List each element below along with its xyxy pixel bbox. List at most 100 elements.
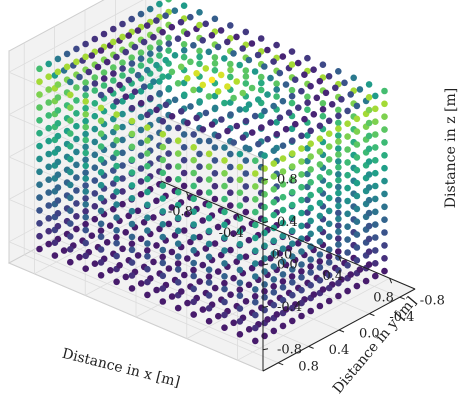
data-point [54, 94, 62, 101]
data-point [54, 132, 62, 140]
data-point [289, 227, 296, 235]
data-point [113, 53, 120, 61]
data-point [245, 281, 253, 289]
data-point [227, 246, 234, 254]
data-point [211, 92, 219, 100]
data-point [344, 223, 351, 230]
data-point [335, 292, 342, 300]
data-point [187, 103, 194, 110]
data-point [304, 209, 311, 216]
data-point [119, 175, 126, 182]
data-point [174, 201, 182, 209]
data-point [159, 221, 167, 228]
data-point [196, 9, 203, 16]
data-point [119, 149, 126, 157]
data-point [45, 227, 52, 235]
data-point [82, 265, 89, 273]
data-point [110, 205, 117, 213]
data-point [261, 242, 268, 250]
data-point [36, 168, 43, 176]
data-point [242, 105, 250, 113]
data-point [67, 181, 74, 189]
data-point [301, 115, 308, 123]
data-point [67, 246, 74, 253]
data-point [372, 195, 379, 203]
data-point [205, 214, 213, 222]
data-point [137, 165, 145, 172]
data-point [353, 128, 361, 135]
data-point [122, 48, 129, 56]
data-point [165, 265, 173, 272]
data-point [205, 163, 213, 170]
data-point [298, 274, 305, 281]
data-point [221, 221, 228, 229]
data-point [150, 258, 157, 266]
data-point [245, 326, 253, 333]
data-point [298, 268, 305, 275]
data-point [381, 139, 388, 146]
data-point [325, 207, 333, 215]
data-point [230, 139, 237, 146]
data-point [227, 291, 234, 299]
data-point [45, 176, 52, 183]
data-point [325, 73, 333, 80]
grid-line [8, 114, 264, 223]
data-point [36, 104, 43, 111]
x-axis-title: Distance in x [m] [60, 346, 181, 391]
data-point [91, 80, 99, 87]
data-point [45, 99, 52, 106]
data-point [322, 89, 330, 97]
data-point [205, 227, 213, 235]
data-point [205, 240, 213, 248]
data-point [116, 81, 123, 89]
data-point [196, 98, 203, 105]
data-point [144, 291, 151, 299]
data-point [36, 129, 43, 137]
data-point [325, 233, 333, 240]
data-point [180, 47, 188, 54]
data-point [97, 47, 105, 54]
data-point [153, 197, 160, 205]
data-point [82, 111, 89, 118]
data-point [67, 155, 74, 163]
data-point [261, 152, 268, 159]
data-point [97, 181, 105, 189]
data-point [236, 286, 244, 294]
data-point [110, 25, 117, 33]
data-point [270, 58, 277, 65]
data-point [227, 163, 234, 171]
data-point [82, 156, 89, 164]
data-point [242, 208, 250, 216]
data-point [144, 278, 151, 286]
data-point [273, 130, 281, 138]
data-point [82, 143, 89, 151]
data-point [227, 22, 234, 29]
data-point [205, 137, 213, 145]
data-point [307, 256, 315, 263]
data-point [319, 286, 327, 293]
data-point [307, 166, 315, 173]
data-point [156, 90, 163, 97]
data-point [298, 87, 305, 95]
data-point [316, 122, 324, 130]
data-point [180, 169, 188, 177]
data-point [103, 58, 111, 66]
data-point [270, 263, 278, 270]
data-point [97, 220, 105, 228]
data-point [199, 37, 206, 44]
data-point [174, 176, 182, 183]
data-point [190, 182, 197, 190]
data-point [307, 82, 314, 90]
data-point [187, 13, 194, 21]
data-point [365, 248, 373, 255]
data-point [73, 110, 80, 117]
data-point [304, 196, 311, 204]
data-point [199, 306, 207, 313]
data-point [261, 306, 268, 314]
data-point [144, 214, 151, 221]
data-point [45, 215, 52, 222]
data-point [310, 111, 318, 118]
data-point [381, 203, 388, 211]
data-point [279, 193, 287, 201]
